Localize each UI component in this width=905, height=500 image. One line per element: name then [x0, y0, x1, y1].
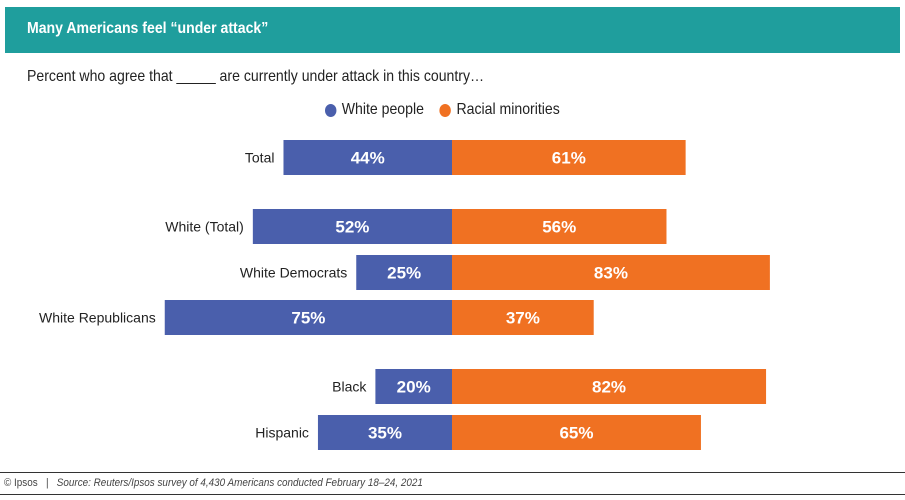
data-label: 82%: [592, 378, 626, 397]
category-label: White (Total): [165, 219, 244, 235]
bar-racial-minorities: [452, 255, 770, 290]
legend-dot-blue: [325, 103, 337, 117]
footer-divider-top: [0, 472, 905, 473]
bar-white-people: [317, 415, 452, 450]
data-label: 20%: [397, 378, 431, 397]
data-label: 56%: [542, 218, 576, 237]
data-label: 52%: [335, 218, 369, 237]
legend: White people Racial minorities: [325, 101, 560, 119]
header-bar: Many Americans feel “under attack”: [5, 7, 900, 53]
data-label: 61%: [552, 149, 586, 168]
footer: © Ipsos | Source: Reuters/Ipsos survey o…: [4, 477, 423, 489]
chart-title: Many Americans feel “under attack”: [27, 20, 269, 37]
bar-racial-minorities: [452, 209, 667, 244]
data-label: 83%: [594, 264, 628, 283]
source-note: Source: Reuters/Ipsos survey of 4,430 Am…: [56, 477, 423, 489]
bar-racial-minorities: [452, 140, 686, 175]
bar-white-people: [375, 369, 452, 404]
bar-racial-minorities: [452, 369, 767, 404]
bar-racial-minorities: [452, 415, 701, 450]
data-label: 44%: [351, 149, 385, 168]
data-label: 35%: [368, 424, 402, 443]
legend-item-racial-minorities: Racial minorities: [439, 101, 560, 119]
legend-label: Racial minorities: [456, 101, 560, 118]
footer-divider-bottom: [0, 494, 905, 495]
legend-label: White people: [341, 101, 424, 118]
category-label: Total: [245, 150, 275, 166]
separator: |: [45, 477, 49, 489]
data-label: 37%: [506, 309, 540, 328]
category-label: White Democrats: [240, 265, 347, 281]
bar-white-people: [356, 255, 452, 290]
category-label: Hispanic: [255, 425, 309, 441]
data-label: 75%: [291, 309, 325, 328]
data-label: 65%: [559, 424, 593, 443]
bar-white-people: [252, 209, 452, 244]
copyright: © Ipsos: [4, 477, 38, 489]
legend-item-white-people: White people: [325, 101, 424, 119]
chart-subtitle: Percent who agree that _____ are current…: [27, 68, 485, 85]
category-label: Black: [332, 379, 367, 395]
bar-white-people: [283, 140, 452, 175]
bar-white-people: [164, 300, 452, 335]
bar-racial-minorities: [452, 300, 594, 335]
legend-dot-orange: [439, 103, 452, 117]
category-label: White Republicans: [39, 310, 156, 326]
data-label: 25%: [387, 264, 421, 283]
